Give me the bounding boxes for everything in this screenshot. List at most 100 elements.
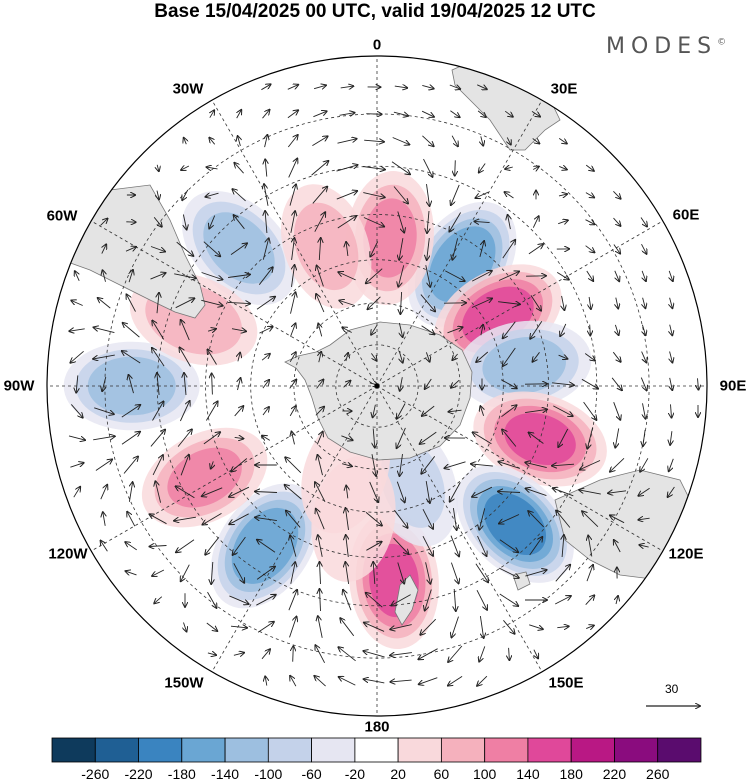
- anomaly-contour-13-1: [380, 440, 445, 528]
- lon-label-0: 0: [372, 36, 382, 54]
- wind-vector-63: [363, 192, 384, 198]
- wind-vector-170: [318, 324, 321, 337]
- colorbar-swatch-9: [440, 737, 486, 763]
- wind-vector-151: [420, 294, 435, 312]
- wind-vector-428: [448, 645, 463, 662]
- wind-vector-411: [390, 624, 412, 630]
- wind-vector-106: [427, 238, 430, 260]
- meridian-8: [91, 385, 378, 552]
- wind-vector-10: [237, 110, 242, 119]
- wind-vector-131: [498, 272, 519, 281]
- wind-vector-368: [181, 564, 190, 582]
- map-border: [46, 55, 708, 717]
- wind-vector-139: [98, 298, 111, 309]
- wind-vector-359: [477, 535, 487, 556]
- lon-label-90e: 90E: [719, 377, 747, 395]
- wind-vector-307: [229, 486, 250, 497]
- wind-vector-161: [69, 329, 85, 331]
- wind-vector-229: [670, 377, 673, 390]
- wind-vector-322: [638, 487, 650, 496]
- wind-vector-75: [153, 217, 162, 226]
- wind-vector-342: [582, 511, 599, 528]
- map-title: Base 15/04/2025 00 UTC, valid 19/04/2025…: [154, 1, 596, 22]
- wind-vector-287: [318, 455, 323, 476]
- wind-vector-176: [481, 325, 483, 336]
- wind-vector-14: [339, 113, 355, 116]
- wind-vector-133: [556, 272, 569, 279]
- wind-vector-400: [554, 596, 571, 605]
- colorbar: [51, 737, 702, 763]
- wind-vector-24: [238, 136, 241, 147]
- wind-vector-260: [203, 432, 220, 445]
- wind-vector-294: [499, 462, 520, 469]
- wind-vector-213: [238, 378, 241, 391]
- wind-vector-65: [427, 184, 430, 206]
- wind-vector-122: [258, 267, 272, 285]
- wind-vector-404: [206, 622, 217, 631]
- wind-vector-264: [316, 432, 322, 445]
- wind-vector-317: [498, 492, 521, 493]
- colorbar-tick-7: 20: [390, 766, 406, 782]
- wind-vector-58: [232, 189, 246, 202]
- lon-label-180: 180: [364, 718, 390, 736]
- wind-vector-401: [585, 595, 595, 606]
- wind-vector-339: [499, 514, 520, 524]
- wind-vector-46: [391, 161, 410, 175]
- wind-vector-166: [207, 329, 216, 331]
- wind-vector-53: [585, 164, 594, 171]
- wind-vector-219: [400, 377, 403, 391]
- wind-vector-17: [421, 110, 434, 117]
- wind-vector-271: [502, 430, 517, 447]
- colorbar-swatch-8: [397, 737, 442, 763]
- wind-vector-174: [421, 325, 435, 335]
- wind-vector-415: [503, 620, 514, 633]
- wind-vector-253: [671, 404, 672, 417]
- wind-vectors: [69, 84, 699, 686]
- wind-vector-13: [313, 111, 326, 118]
- wind-vector-263: [292, 432, 295, 445]
- wind-vector-259: [177, 429, 192, 447]
- wind-vector-234: [152, 402, 164, 421]
- wind-vector-204: [612, 351, 620, 362]
- wind-vector-333: [346, 508, 349, 530]
- wind-vector-19: [477, 110, 486, 117]
- wind-vector-367: [152, 569, 165, 576]
- wind-vector-364: [614, 540, 621, 553]
- wind-vector-101: [292, 238, 295, 260]
- wind-vector-142: [175, 298, 195, 309]
- wind-vector-30: [392, 137, 410, 145]
- wind-vector-337: [453, 508, 456, 530]
- wind-vector-128: [425, 265, 430, 287]
- wind-vector-48: [455, 160, 456, 175]
- wind-vector-354: [346, 535, 349, 557]
- lon-label-60w: 60W: [46, 207, 78, 225]
- wind-vector-309: [285, 485, 302, 500]
- lon-label-120w: 120W: [48, 545, 88, 563]
- wind-vector-329: [229, 513, 249, 524]
- anomaly-contour-3-3: [504, 412, 576, 466]
- wind-vector-203: [584, 353, 595, 361]
- wind-vector-115: [75, 271, 79, 281]
- colorbar-swatch-12: [570, 737, 615, 763]
- lon-label-90w: 90W: [3, 377, 35, 395]
- wind-vector-55: [157, 190, 159, 200]
- wind-vector-103: [346, 242, 348, 257]
- colorbar-swatch-0: [51, 737, 96, 763]
- wind-vector-162: [94, 327, 115, 334]
- wind-vector-255: [68, 435, 85, 440]
- wind-vector-279: [95, 460, 112, 471]
- latitude-circle-0: [335, 344, 419, 428]
- colorbar-tick-10: 140: [516, 766, 540, 782]
- anomaly-contour-9-2: [203, 212, 275, 284]
- wind-vector-349: [205, 537, 220, 554]
- wind-vector-308: [255, 492, 278, 493]
- wind-vector-277: [670, 431, 672, 445]
- wind-vector-389: [256, 595, 275, 606]
- wind-vector-324: [103, 512, 105, 526]
- wind-vector-291: [421, 456, 436, 473]
- wind-vector-107: [452, 238, 459, 259]
- wind-vector-398: [499, 593, 518, 606]
- wind-vector-187: [152, 348, 165, 367]
- wind-vector-424: [338, 647, 356, 662]
- wind-vector-100: [262, 238, 268, 260]
